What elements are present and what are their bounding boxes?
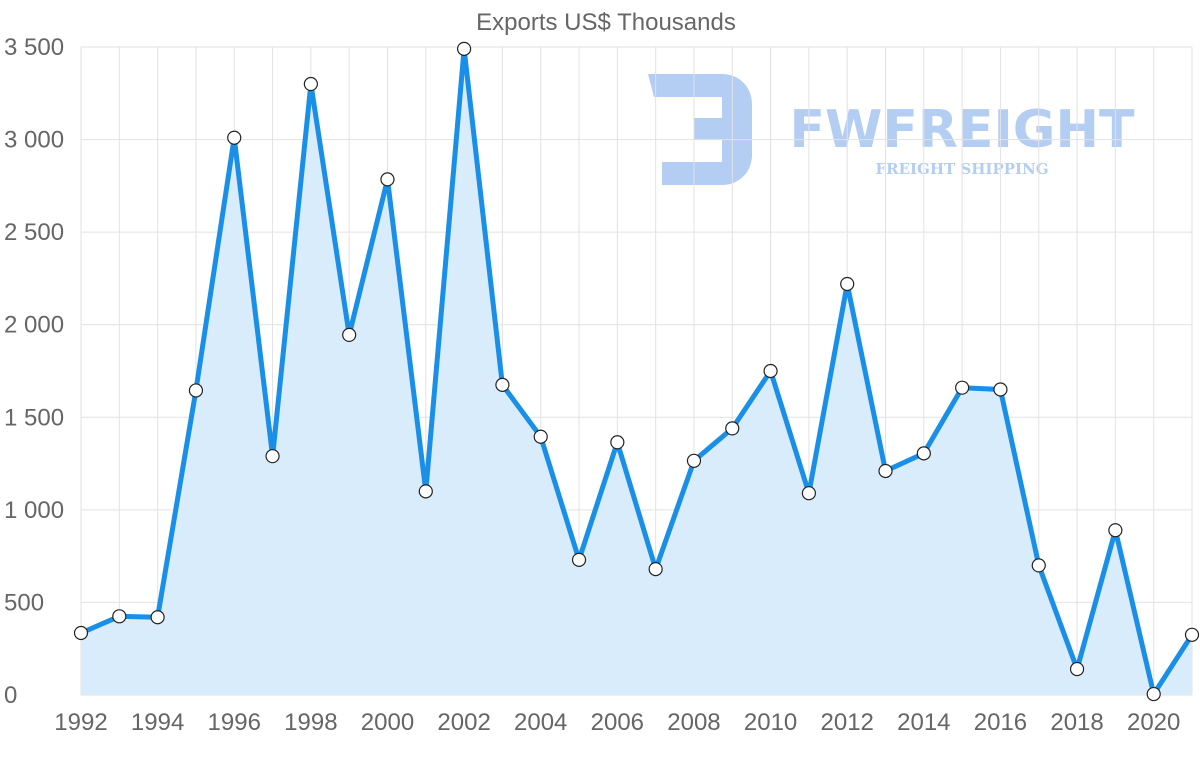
x-tick-label: 2014 xyxy=(897,709,950,736)
x-axis-labels: 1992 1994 1996 1998 2000 2002 2004 2006 2008 2010… xyxy=(54,709,1180,736)
x-tick-label: 2004 xyxy=(514,709,567,736)
x-tick-label: 2000 xyxy=(361,709,414,736)
data-point-1999[interactable] xyxy=(342,327,357,342)
data-point-2013[interactable] xyxy=(878,463,893,479)
data-point-2011[interactable] xyxy=(801,486,816,501)
y-tick-label: 3 000 xyxy=(4,127,64,154)
data-point-1993[interactable] xyxy=(112,609,127,624)
y-tick-label: 3 500 xyxy=(4,34,64,61)
x-tick-label: 1996 xyxy=(208,709,261,736)
data-point-2006[interactable] xyxy=(610,435,625,450)
data-point-1992[interactable] xyxy=(73,625,89,641)
y-axis-labels: 0 500 1 000 1 500 2 000 2 500 3 000 3 500 xyxy=(4,34,64,709)
x-tick-label: 2016 xyxy=(974,709,1027,736)
data-point-2017[interactable] xyxy=(1031,558,1046,573)
x-tick-label: 2012 xyxy=(821,709,874,736)
data-point-2005[interactable] xyxy=(571,552,587,567)
x-tick-label: 2010 xyxy=(744,709,797,736)
data-point-2000[interactable] xyxy=(380,172,395,187)
data-point-1994[interactable] xyxy=(150,610,165,625)
y-tick-label: 0 xyxy=(4,682,17,709)
y-tick-label: 2 500 xyxy=(4,219,64,246)
y-tick-label: 500 xyxy=(4,589,44,616)
data-point-2001[interactable] xyxy=(418,484,433,499)
data-point-2010[interactable] xyxy=(763,363,778,379)
x-tick-label: 2006 xyxy=(591,709,644,736)
data-point-2008[interactable] xyxy=(686,453,702,468)
data-point-1996[interactable] xyxy=(227,130,242,145)
chart-title: Exports US$ Thousands xyxy=(476,9,736,36)
y-tick-label: 1 000 xyxy=(4,497,64,524)
data-point-2014[interactable] xyxy=(916,446,931,461)
data-point-2021[interactable] xyxy=(1184,627,1200,642)
data-point-2004[interactable] xyxy=(533,429,548,444)
series-area xyxy=(81,48,1192,695)
data-point-2020[interactable] xyxy=(1146,686,1161,702)
x-tick-label: 2002 xyxy=(437,709,490,736)
data-point-2016[interactable] xyxy=(993,382,1008,397)
data-point-2015[interactable] xyxy=(955,380,970,395)
fwfreight-watermark: FWFREIGHT FREIGHT SHIPPING xyxy=(648,74,1135,185)
data-points xyxy=(73,41,1200,702)
data-point-1998[interactable] xyxy=(303,76,318,92)
x-tick-label: 1994 xyxy=(131,709,184,736)
series-line xyxy=(78,46,1195,697)
x-tick-label: 2018 xyxy=(1050,709,1103,736)
x-tick-label: 1998 xyxy=(284,709,337,736)
data-point-2018[interactable] xyxy=(1069,661,1085,677)
data-point-2012[interactable] xyxy=(840,276,855,292)
x-tick-label: 1992 xyxy=(54,709,107,736)
data-point-2019[interactable] xyxy=(1108,523,1123,538)
y-tick-label: 1 500 xyxy=(4,404,64,431)
data-point-2003[interactable] xyxy=(495,377,510,392)
data-point-1995[interactable] xyxy=(188,383,204,398)
data-point-2002[interactable] xyxy=(457,41,472,56)
data-point-2007[interactable] xyxy=(648,562,663,577)
x-tick-label: 2008 xyxy=(667,709,720,736)
data-point-2009[interactable] xyxy=(725,421,740,436)
fwfreight-logo-icon xyxy=(648,74,752,185)
data-point-1997[interactable] xyxy=(265,449,280,464)
x-tick-label: 2020 xyxy=(1127,709,1180,736)
y-tick-label: 2 000 xyxy=(4,312,64,339)
